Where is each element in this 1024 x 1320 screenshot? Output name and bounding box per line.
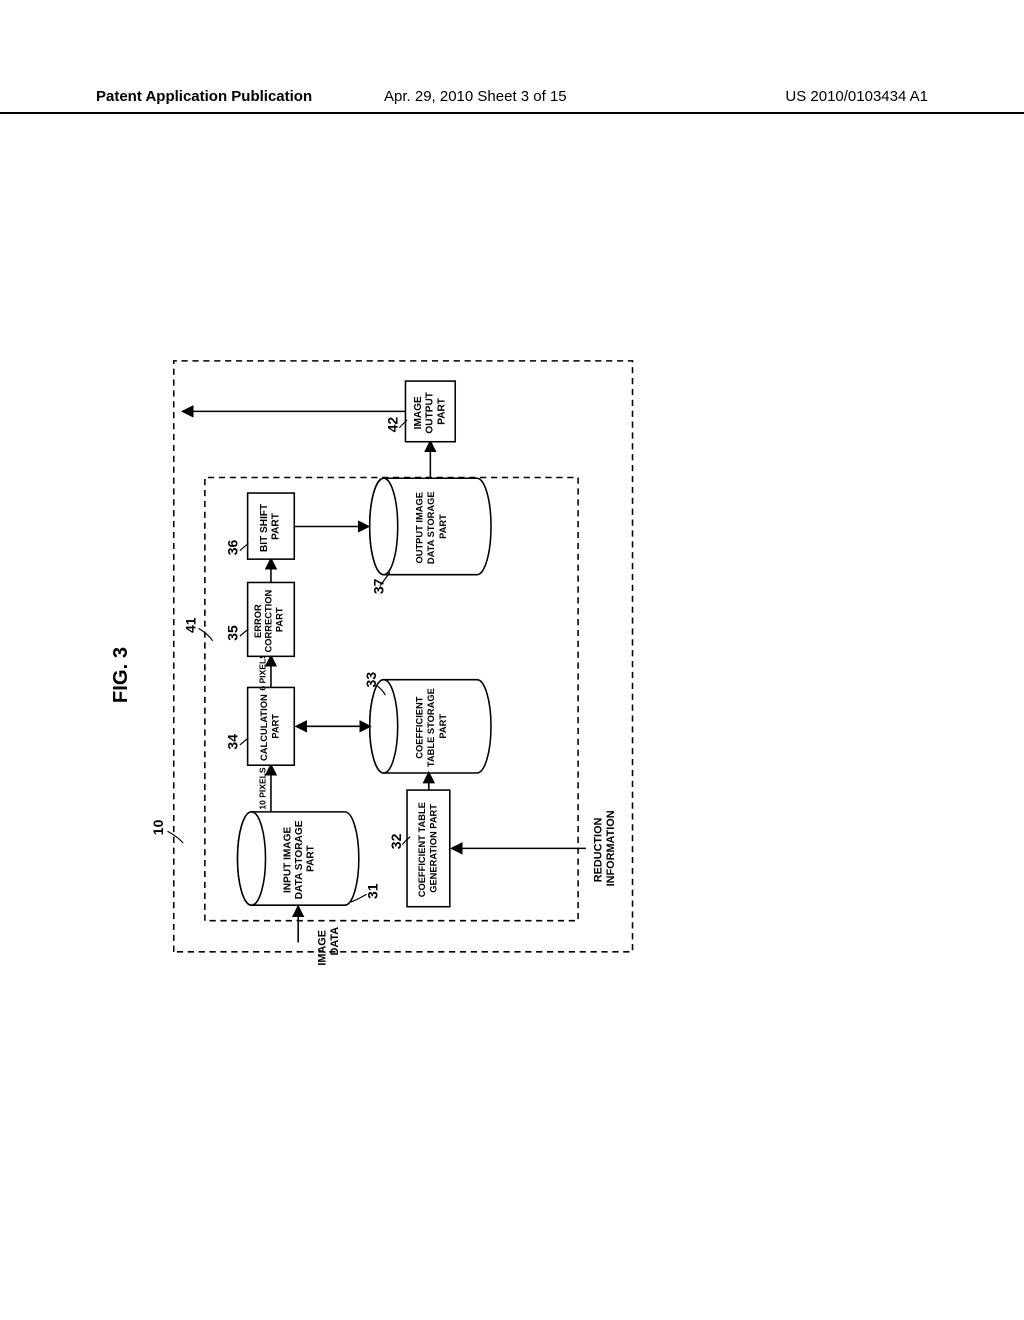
reduction-info-label: REDUCTION INFORMATION bbox=[592, 810, 616, 886]
label-10-pixels: 10 PIXELS bbox=[258, 767, 268, 810]
ref-42: 42 bbox=[385, 417, 401, 433]
output-storage-block: OUTPUT IMAGE DATA STORAGE PART bbox=[370, 478, 491, 574]
label-6-pixels: 6 PIXELS bbox=[258, 653, 268, 691]
ref-36: 36 bbox=[225, 539, 241, 555]
header-patent-number: US 2010/0103434 A1 bbox=[785, 88, 928, 105]
coef-storage-block: COEFFICIENT TABLE STORAGE PART bbox=[370, 680, 491, 773]
ref-35: 35 bbox=[225, 625, 241, 641]
figure-3-diagram: FIG. 3 10 41 IMAGE DATA INPUT IMAGE DATA… bbox=[96, 140, 928, 1210]
header-date-sheet: Apr. 29, 2010 Sheet 3 of 15 bbox=[384, 88, 567, 105]
ref-31: 31 bbox=[364, 883, 380, 899]
ref-33: 33 bbox=[363, 672, 379, 688]
ref-system: 10 bbox=[150, 819, 166, 835]
ref-leader-41 bbox=[199, 628, 213, 640]
header-publication: Patent Application Publication bbox=[96, 88, 312, 105]
figure-title: FIG. 3 bbox=[110, 647, 132, 703]
ref-leader-10 bbox=[168, 831, 184, 843]
image-data-label: IMAGE DATA bbox=[316, 927, 340, 966]
ref-34: 34 bbox=[225, 734, 241, 750]
ref-processor: 41 bbox=[183, 617, 199, 633]
input-image-storage-block: INPUT IMAGE DATA STORAGE PART bbox=[238, 812, 359, 905]
ref-32: 32 bbox=[388, 833, 404, 849]
page-header: Patent Application Publication Apr. 29, … bbox=[0, 88, 1024, 114]
